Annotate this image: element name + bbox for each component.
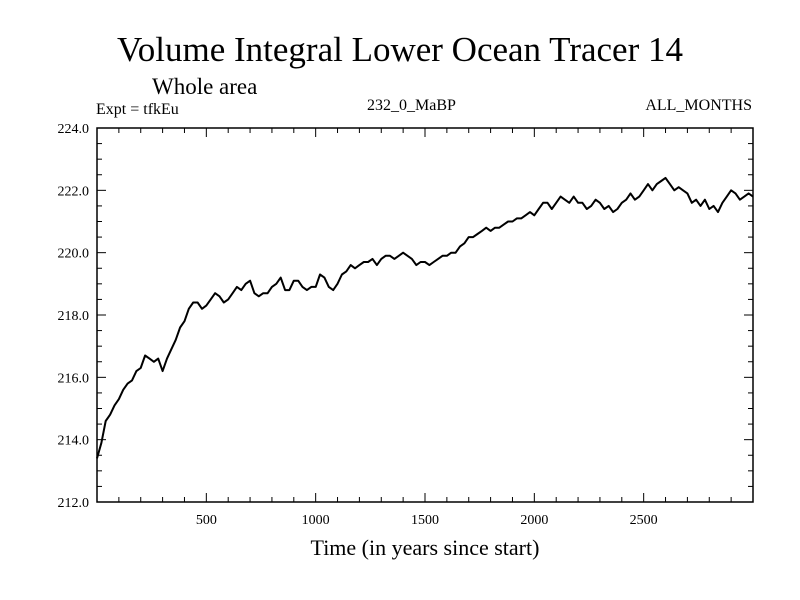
months-label: ALL_MONTHS	[645, 97, 752, 114]
y-tick-label: 212.0	[58, 496, 90, 511]
experiment-label: Expt = tfkEu	[96, 101, 179, 118]
period-label: 232_0_MaBP	[367, 97, 456, 114]
y-tick-label: 222.0	[58, 184, 90, 199]
chart-subtitle: Whole area	[152, 74, 258, 99]
y-tick-label: 220.0	[58, 247, 90, 262]
y-tick-label: 224.0	[58, 122, 90, 137]
y-tick-label: 216.0	[58, 371, 90, 386]
x-tick-label: 2000	[520, 513, 548, 528]
x-tick-label: 1500	[411, 513, 439, 528]
plot-frame	[96, 127, 754, 503]
series-line	[96, 176, 754, 459]
x-tick-label: 2500	[630, 513, 658, 528]
y-tick-label: 214.0	[58, 434, 90, 449]
x-tick-label: 1000	[302, 513, 330, 528]
y-tick-label: 218.0	[58, 309, 90, 324]
x-tick-label: 500	[196, 513, 217, 528]
chart-title: Volume Integral Lower Ocean Tracer 14	[117, 30, 683, 69]
x-axis-label: Time (in years since start)	[310, 535, 540, 560]
